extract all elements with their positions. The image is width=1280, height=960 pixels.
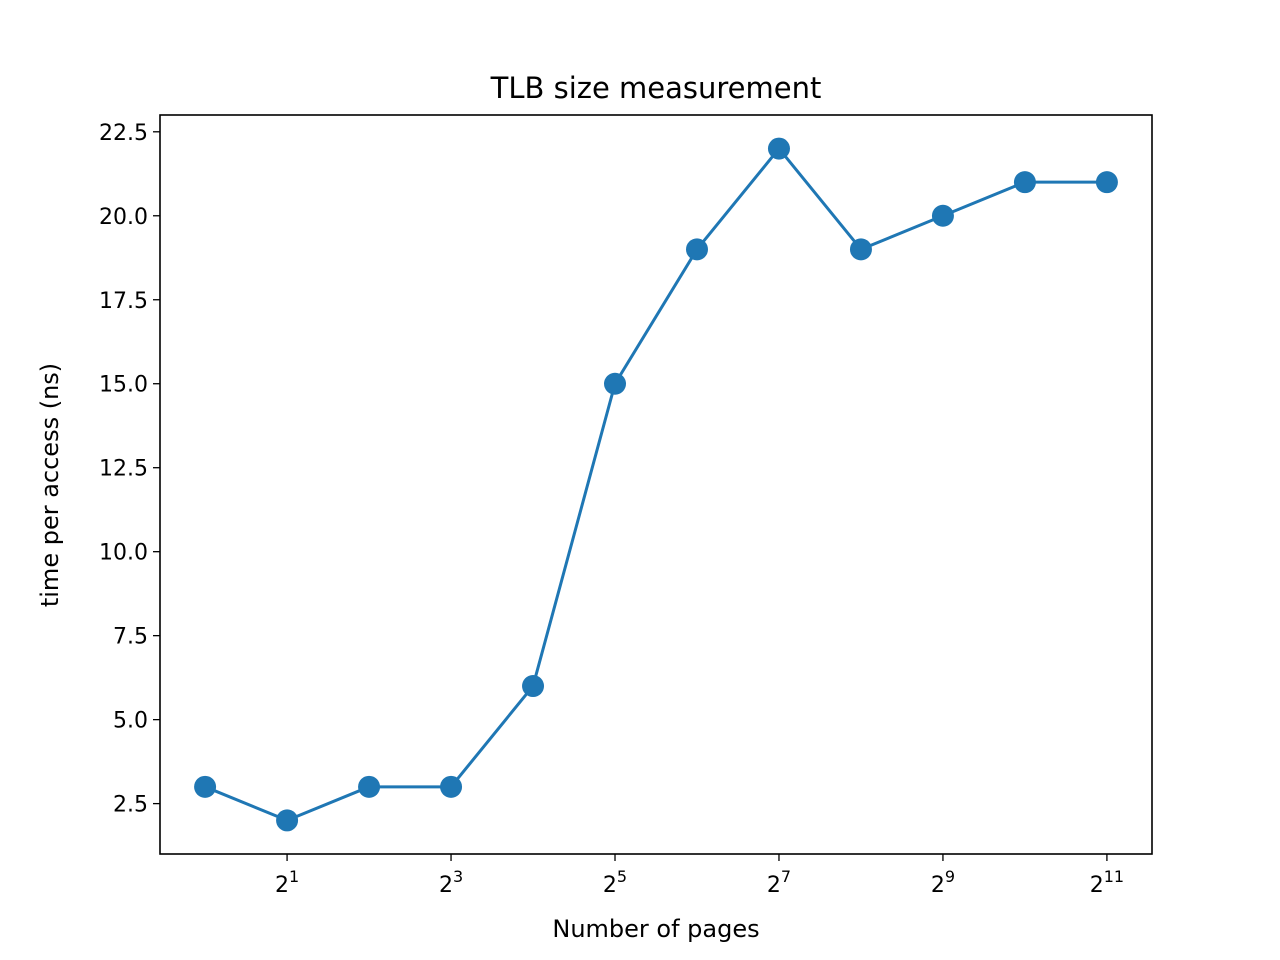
data-point bbox=[440, 775, 463, 798]
data-point bbox=[1095, 171, 1118, 194]
data-point bbox=[1013, 171, 1036, 194]
data-point bbox=[931, 204, 954, 227]
x-tick-label: 21 bbox=[275, 867, 299, 898]
data-point bbox=[604, 372, 627, 395]
x-tick-label: 23 bbox=[439, 867, 463, 898]
y-tick-label: 22.5 bbox=[99, 121, 148, 146]
data-point bbox=[849, 238, 872, 261]
data-point bbox=[276, 809, 299, 832]
series-line bbox=[204, 147, 1107, 822]
x-tick-label: 27 bbox=[767, 867, 791, 898]
data-point bbox=[358, 775, 381, 798]
y-tick-label: 20.0 bbox=[99, 205, 148, 230]
plot-area: 2.5 5.0 7.5 10.0 12.5 15.0 17.5 20.0 22.5 21 23 25 2… bbox=[99, 114, 1153, 898]
data-point bbox=[522, 675, 545, 698]
x-tick-label: 29 bbox=[931, 867, 955, 898]
y-tick-label: 17.5 bbox=[99, 289, 148, 314]
chart-title: TLB size measurement bbox=[490, 71, 822, 105]
x-tick-label: 211 bbox=[1090, 867, 1124, 898]
x-axis-label: Number of pages bbox=[552, 915, 759, 943]
y-tick-label: 10.0 bbox=[99, 541, 148, 566]
y-tick-label: 7.5 bbox=[113, 625, 148, 650]
data-point bbox=[767, 137, 790, 160]
y-tick-label: 2.5 bbox=[113, 793, 148, 818]
data-point bbox=[685, 238, 708, 261]
axes-frame bbox=[159, 114, 1153, 855]
y-axis-label: time per access (ns) bbox=[36, 363, 64, 607]
y-tick-label: 15.0 bbox=[99, 373, 148, 398]
y-tick-label: 12.5 bbox=[99, 457, 148, 482]
data-point bbox=[194, 775, 217, 798]
x-tick-label: 25 bbox=[603, 867, 627, 898]
y-tick-label: 5.0 bbox=[113, 709, 148, 734]
